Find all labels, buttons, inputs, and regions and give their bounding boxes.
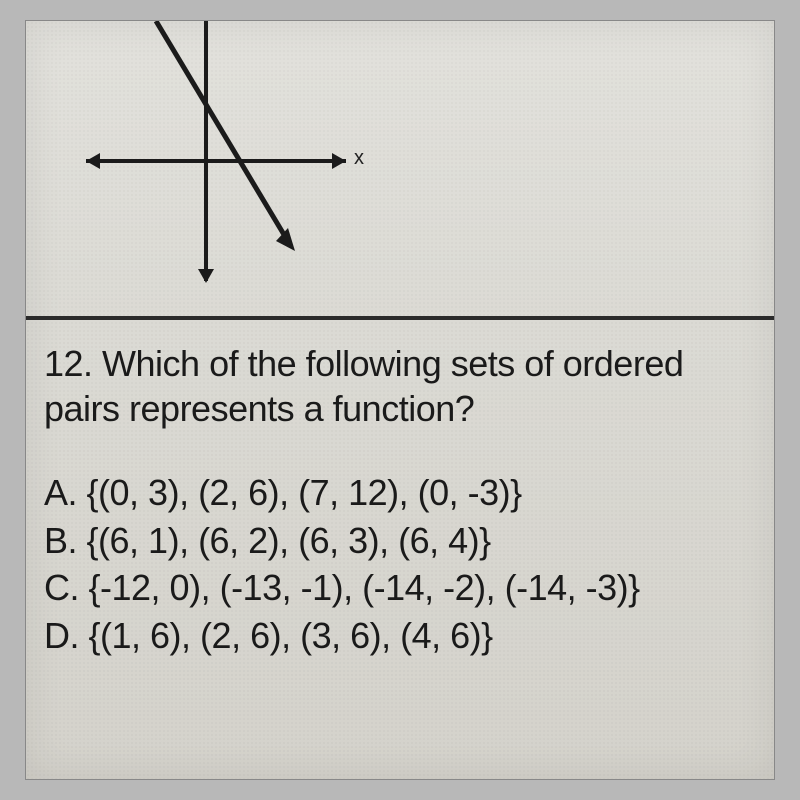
answer-choices: A. {(0, 3), (2, 6), (7, 12), (0, -3)} B.… <box>44 469 764 659</box>
arrow-down-icon <box>198 269 214 283</box>
worksheet-paper: x 12. Which of the following sets of ord… <box>25 20 775 780</box>
graph-svg <box>76 21 396 301</box>
arrow-left-icon <box>86 153 100 169</box>
x-axis-label: x <box>354 147 364 170</box>
question-block: 12. Which of the following sets of order… <box>44 341 764 659</box>
choice-c: C. {-12, 0), (-13, -1), (-14, -2), (-14,… <box>44 564 764 612</box>
section-divider <box>26 316 774 320</box>
coordinate-graph: x <box>76 21 396 301</box>
prompt-line-2: pairs represents a function? <box>44 386 764 431</box>
arrow-diag-icon <box>276 228 295 251</box>
choice-d: D. {(1, 6), (2, 6), (3, 6), (4, 6)} <box>44 612 764 660</box>
choice-a: A. {(0, 3), (2, 6), (7, 12), (0, -3)} <box>44 469 764 517</box>
prompt-line-1: 12. Which of the following sets of order… <box>44 341 764 386</box>
arrow-right-icon <box>332 153 346 169</box>
question-prompt: 12. Which of the following sets of order… <box>44 341 764 431</box>
diagonal-line <box>156 21 289 243</box>
choice-b: B. {(6, 1), (6, 2), (6, 3), (6, 4)} <box>44 517 764 565</box>
photo-frame: x 12. Which of the following sets of ord… <box>0 0 800 800</box>
